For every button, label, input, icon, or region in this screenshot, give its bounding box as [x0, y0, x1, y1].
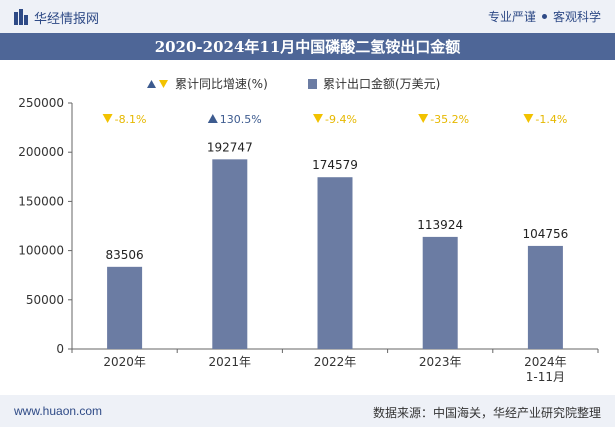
growth-label: -8.1%	[115, 113, 147, 126]
legend-label: 累计出口金额(万美元)	[323, 76, 440, 91]
footer: www.huaon.com 数据来源：中国海关，华经产业研究院整理	[0, 395, 615, 427]
y-tick-label: 250000	[18, 96, 64, 110]
growth-down-marker	[102, 114, 113, 123]
growth-label: -35.2%	[430, 113, 469, 126]
bar	[107, 266, 143, 349]
chart-title: 2020-2024年11月中国磷酸二氢铵出口金额	[0, 33, 615, 60]
x-tick-label: 1-11月	[526, 370, 565, 384]
brand-name: 华经情报网	[34, 11, 100, 27]
data-label: 104756	[522, 227, 568, 241]
chart-area: 0 50000 100000 150000 200000 250000 83506 2020年…	[0, 60, 615, 395]
x-tick-label: 2021年	[209, 355, 252, 369]
bar	[527, 245, 563, 349]
x-tick-label: 2023年	[419, 355, 462, 369]
x-tick-label: 2024年	[524, 355, 567, 369]
y-tick-label: 100000	[18, 244, 64, 258]
legend-down-icon	[159, 80, 168, 88]
bar	[212, 159, 248, 349]
legend-bar-icon	[308, 79, 317, 89]
footer-source: 数据来源：中国海关，华经产业研究院整理	[372, 406, 601, 420]
bar	[422, 236, 458, 349]
brand: 华经情报网	[14, 7, 99, 27]
y-tick-label: 200000	[18, 145, 64, 159]
tagline-left: 专业严谨	[487, 10, 536, 24]
data-label: 83506	[106, 248, 144, 262]
logo-icon	[14, 9, 28, 25]
growth-label: 130.5%	[220, 113, 262, 126]
growth-down-marker	[313, 114, 323, 123]
tagline-right: 客观科学	[552, 10, 601, 24]
bar	[317, 177, 353, 349]
data-label: 113924	[417, 218, 463, 232]
growth-down-marker	[523, 114, 534, 123]
y-tick-label: 50000	[26, 293, 64, 307]
y-tick-label: 150000	[18, 194, 64, 208]
x-tick-label: 2022年	[314, 355, 357, 369]
legend-up-icon	[147, 80, 156, 88]
dot-icon	[541, 14, 547, 19]
growth-label: -9.4%	[325, 113, 357, 126]
data-label: 192747	[207, 140, 253, 154]
bar-chart: 0 50000 100000 150000 200000 250000 83506 2020年…	[18, 76, 599, 384]
data-label: 174579	[312, 158, 358, 172]
y-tick-label: 0	[56, 342, 64, 356]
growth-label: -1.4%	[535, 113, 567, 126]
x-tick-label: 2020年	[103, 355, 146, 369]
tagline: 专业严谨 客观科学	[488, 8, 601, 25]
growth-down-marker	[418, 114, 429, 123]
footer-url[interactable]: www.huaon.com	[14, 404, 103, 418]
top-bar: 华经情报网 专业严谨 客观科学	[0, 0, 615, 33]
growth-up-marker	[207, 114, 218, 123]
legend-label: 累计同比增速(%)	[175, 77, 268, 91]
